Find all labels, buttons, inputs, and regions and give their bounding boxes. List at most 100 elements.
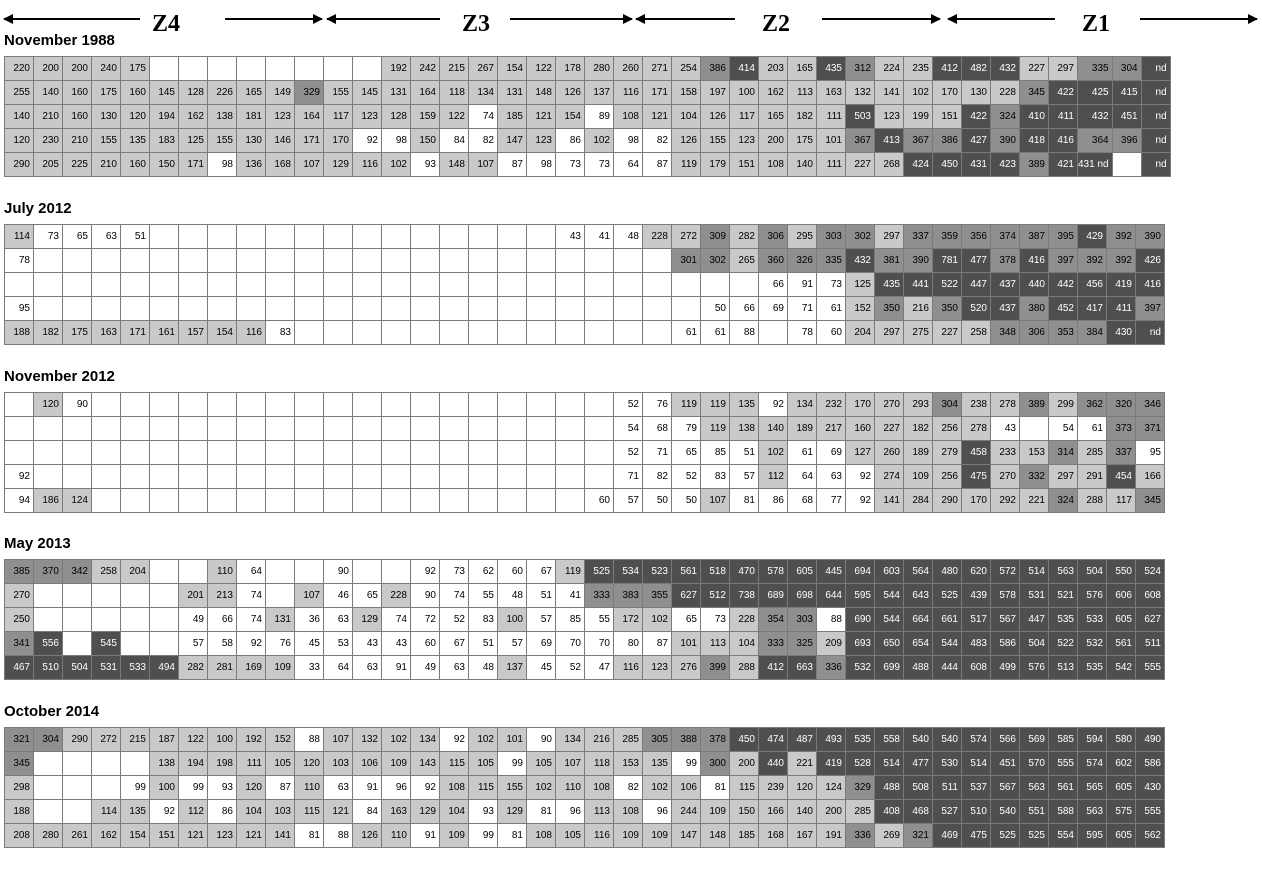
grid-cell <box>178 464 208 489</box>
grid-cell: 335 <box>816 248 846 273</box>
grid-cell <box>62 248 92 273</box>
grid-cell: 119 <box>671 392 701 417</box>
grid-cell <box>91 583 121 608</box>
grid-cell: 412 <box>758 655 788 680</box>
grid-cell: 129 <box>323 152 353 177</box>
grid-cell: 115 <box>294 799 324 824</box>
grid-cell: 120 <box>294 751 324 776</box>
grid-cell: 594 <box>1077 727 1107 752</box>
grid-cell: 163 <box>816 80 846 105</box>
grid-cell: 367 <box>845 128 875 153</box>
grid-cell: 172 <box>613 607 643 632</box>
grid-cell: 554 <box>1048 823 1078 848</box>
grid-cell <box>33 464 63 489</box>
grid-cell: 555 <box>1048 751 1078 776</box>
grid-cell: 114 <box>91 799 121 824</box>
grid-cell: 49 <box>410 655 440 680</box>
grid-cell: 65 <box>671 440 701 465</box>
grid-cell: 64 <box>236 559 266 584</box>
grid-cell: 60 <box>410 631 440 656</box>
grid-cell: 378 <box>700 727 730 752</box>
grid-cell: 690 <box>845 607 875 632</box>
grid-cell: 169 <box>236 655 266 680</box>
grid-row: 94 186 124 60 57 50 50 107 81 86 68 77 92 141 284 290 17… <box>4 488 1165 513</box>
grid-cell: 112 <box>758 464 788 489</box>
grid-cell: 304 <box>932 392 962 417</box>
grid-cell: 140 <box>33 80 63 105</box>
grid-cell: 104 <box>439 799 469 824</box>
grid-cell: 46 <box>323 583 353 608</box>
grid-cell: 260 <box>613 56 643 81</box>
grid-cell: 136 <box>236 152 266 177</box>
grid-cell <box>149 631 179 656</box>
grid-cell <box>62 440 92 465</box>
grid-cell: 50 <box>642 488 672 513</box>
grid-cell <box>497 416 527 441</box>
grid-cell: 450 <box>729 727 759 752</box>
grid-cell <box>265 248 295 273</box>
grid-cell: 115 <box>468 775 498 800</box>
grid-cell <box>265 440 295 465</box>
grid-cell: 228 <box>729 607 759 632</box>
grid-cell: 105 <box>468 751 498 776</box>
grid-cell: 558 <box>874 727 904 752</box>
grid-cell: 155 <box>207 128 237 153</box>
grid-cell: 162 <box>758 80 788 105</box>
grid-cell <box>584 296 614 321</box>
grid-cell <box>381 488 411 513</box>
grid-cell: 147 <box>671 823 701 848</box>
grid-cell: 380 <box>1019 296 1049 321</box>
grid-row: 188 114 135 92 112 86 104 103 115 121 84 163 129 104 9… <box>4 799 1165 824</box>
grid-cell: 120 <box>787 775 817 800</box>
grid-cell: 198 <box>207 751 237 776</box>
grid-cell <box>352 320 382 345</box>
grid-cell: 92 <box>352 128 382 153</box>
grid-cell <box>352 296 382 321</box>
grid-cell: 69 <box>758 296 788 321</box>
grid-cell: 91 <box>381 655 411 680</box>
grid-cell: 166 <box>1135 464 1165 489</box>
grid-cell: 525 <box>584 559 614 584</box>
grid-cell: 126 <box>555 80 585 105</box>
grid-cell: 390 <box>1135 224 1165 249</box>
grid-cell: 220 <box>4 56 34 81</box>
grid-cell: nd <box>1140 80 1171 105</box>
grid-cell: 158 <box>671 80 701 105</box>
grid-cell <box>120 416 150 441</box>
grid-cell <box>613 320 643 345</box>
grid-cell: 383 <box>613 583 643 608</box>
grid-cell: 381 <box>874 248 904 273</box>
grid-cell: 123 <box>642 655 672 680</box>
grid-cell: 151 <box>729 152 759 177</box>
grid-cell: 442 <box>1048 272 1078 297</box>
grid-cell: 781 <box>932 248 962 273</box>
grid-cell: 166 <box>758 799 788 824</box>
grid-cell: 68 <box>642 416 672 441</box>
grid-cell <box>671 296 701 321</box>
grid-cell: 62 <box>468 559 498 584</box>
grid-cell <box>410 320 440 345</box>
grid-cell <box>120 464 150 489</box>
grid-cell: 470 <box>729 559 759 584</box>
grid-cell: 605 <box>787 559 817 584</box>
grid-cell: 120 <box>33 392 63 417</box>
grid-cell <box>323 56 353 81</box>
grid-cell: 109 <box>700 799 730 824</box>
grid-cell: 119 <box>700 416 730 441</box>
grid-cell: 416 <box>1048 128 1078 153</box>
grid-cell <box>323 416 353 441</box>
grid-cell: 575 <box>1106 799 1136 824</box>
grid-cell: 200 <box>33 56 63 81</box>
grid-cell <box>468 392 498 417</box>
grid-row: 321 304 290 272 215 187 122 100 192 152 88 107 132 10… <box>4 727 1165 752</box>
grid-cell: 54 <box>613 416 643 441</box>
grid-cell: 535 <box>845 727 875 752</box>
grid-cell <box>584 272 614 297</box>
grid-cell: 605 <box>1106 775 1136 800</box>
grid-cell: 123 <box>265 104 295 129</box>
grid-cell: 200 <box>816 799 846 824</box>
grid-cell <box>352 224 382 249</box>
grid-cell: 93 <box>468 799 498 824</box>
grid-cell: 90 <box>410 583 440 608</box>
grid-row: 95 50 66 69 71 61 152 350 216 350 520 437 380 452 417 4… <box>4 296 1165 321</box>
